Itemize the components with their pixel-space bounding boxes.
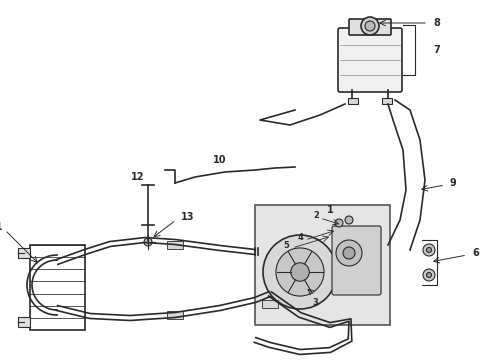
- Bar: [347, 98, 357, 104]
- FancyBboxPatch shape: [331, 226, 380, 295]
- Circle shape: [345, 216, 352, 224]
- Text: 3: 3: [311, 298, 317, 307]
- Circle shape: [360, 17, 378, 35]
- Text: 6: 6: [471, 248, 478, 258]
- Text: 1: 1: [326, 205, 333, 215]
- Bar: [30, 245, 85, 330]
- Bar: [167, 241, 183, 249]
- Circle shape: [334, 219, 342, 227]
- Circle shape: [364, 21, 374, 31]
- Bar: [18, 317, 30, 327]
- Bar: [381, 98, 391, 104]
- Text: 7: 7: [432, 45, 439, 55]
- Circle shape: [422, 244, 434, 256]
- Text: 4: 4: [297, 233, 303, 242]
- Circle shape: [426, 273, 430, 278]
- FancyBboxPatch shape: [337, 28, 401, 92]
- Text: 11: 11: [0, 222, 3, 232]
- Circle shape: [143, 238, 152, 246]
- Circle shape: [426, 248, 430, 252]
- Text: 9: 9: [449, 178, 456, 188]
- Text: 13: 13: [181, 212, 194, 222]
- Text: 2: 2: [312, 211, 318, 220]
- Text: 8: 8: [432, 18, 439, 28]
- Circle shape: [342, 247, 354, 259]
- Circle shape: [275, 248, 324, 296]
- Bar: [262, 300, 278, 308]
- Text: 10: 10: [213, 155, 226, 165]
- Circle shape: [335, 240, 361, 266]
- Circle shape: [263, 235, 336, 309]
- Text: 5: 5: [283, 240, 288, 249]
- Bar: [18, 248, 30, 258]
- Circle shape: [422, 269, 434, 281]
- Bar: [254, 205, 389, 325]
- Circle shape: [290, 263, 308, 281]
- Bar: [167, 311, 183, 319]
- Text: 12: 12: [131, 172, 144, 182]
- FancyBboxPatch shape: [348, 19, 390, 35]
